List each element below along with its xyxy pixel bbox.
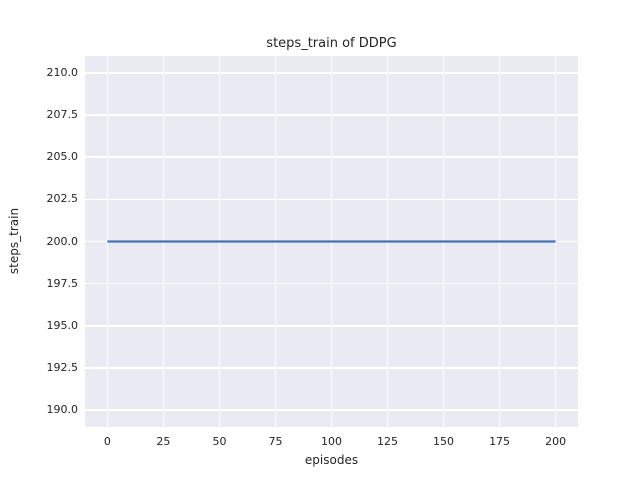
x-tick-label: 0 xyxy=(103,435,111,448)
x-tick-label: 100 xyxy=(321,435,342,448)
x-tick-label: 25 xyxy=(156,435,171,448)
y-tick-label: 210.0 xyxy=(46,65,79,79)
y-tick-label: 200.0 xyxy=(46,234,79,248)
x-tick-label: 75 xyxy=(268,435,283,448)
chart-title: steps_train of DDPG xyxy=(266,36,397,51)
y-tick-label: 197.5 xyxy=(46,276,79,290)
y-tick-label: 202.5 xyxy=(46,192,79,206)
x-axis-label: episodes xyxy=(304,453,359,467)
y-tick-label: 207.5 xyxy=(46,108,79,122)
gridline-vertical xyxy=(106,56,109,427)
x-tick-label: 125 xyxy=(377,435,399,448)
y-tick-label: 192.5 xyxy=(46,360,79,374)
series-layer xyxy=(107,240,556,243)
x-tick-label: 150 xyxy=(433,435,455,448)
x-tick-label: 200 xyxy=(545,435,567,448)
y-tick-label: 195.0 xyxy=(46,318,79,332)
plot-area xyxy=(85,56,578,427)
y-tick-label: 190.0 xyxy=(46,403,79,417)
x-tick-label: 175 xyxy=(489,435,511,448)
y-tick-label: 205.0 xyxy=(46,150,79,164)
x-tick-label: 50 xyxy=(212,435,227,448)
